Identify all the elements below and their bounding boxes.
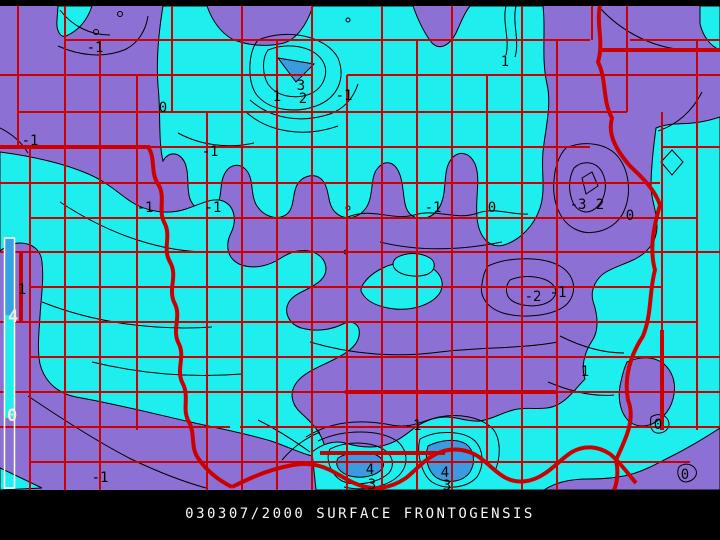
contour-label: -2 <box>525 289 542 305</box>
county-borders-red <box>0 6 720 490</box>
contour-label: 1 <box>501 54 509 70</box>
colorbar-outline <box>3 237 16 489</box>
contour-label: 1 <box>581 364 589 380</box>
contour-label: 1 <box>18 282 26 298</box>
colorbar-tick-0: 0 <box>7 406 17 426</box>
contour-label: 1 <box>273 89 281 105</box>
contour-label: 4 <box>366 462 374 478</box>
contour-label: -1 <box>405 418 422 434</box>
contour-label: 3 <box>297 78 305 94</box>
top-border-strip <box>0 0 720 6</box>
contour-label: -1 <box>425 200 442 216</box>
cyan-frontogenesis-regions <box>0 5 720 491</box>
contour-label: 0 <box>488 200 496 216</box>
contour-label: 0 <box>654 417 662 433</box>
contour-label: 4 <box>441 465 449 481</box>
contour-label: 2 <box>299 91 307 107</box>
colorbar-tick-4: 4 <box>8 307 18 327</box>
contour-label: -1 <box>92 470 109 486</box>
contour-label: -1 <box>550 285 567 301</box>
contour-label: -1 <box>336 88 353 104</box>
caption: 030307/2000 SURFACE FRONTOGENSIS <box>185 506 535 522</box>
contour-label: -1 <box>87 40 104 56</box>
contour-label: -1 <box>137 200 154 216</box>
contour-label: 3 <box>368 477 376 493</box>
contour-label: 2 <box>596 197 604 213</box>
contour-label: 0 <box>159 100 167 116</box>
contour-label: -1 <box>205 200 222 216</box>
contour-label: -1 <box>22 133 39 149</box>
colorbar-segment-cyan <box>5 315 14 418</box>
colorbar: 4 0 <box>3 237 18 489</box>
state-river-borders-red <box>0 4 720 491</box>
black-contour-lines <box>0 5 703 490</box>
contour-label: 3 <box>443 478 451 494</box>
contour-label: -1 <box>202 144 219 160</box>
contour-label: 0 <box>681 467 689 483</box>
bottom-border-strip <box>0 490 720 540</box>
contour-label: 0 <box>626 208 634 224</box>
colorbar-segment-blue <box>5 239 14 315</box>
contour-label: -3 <box>570 197 587 213</box>
